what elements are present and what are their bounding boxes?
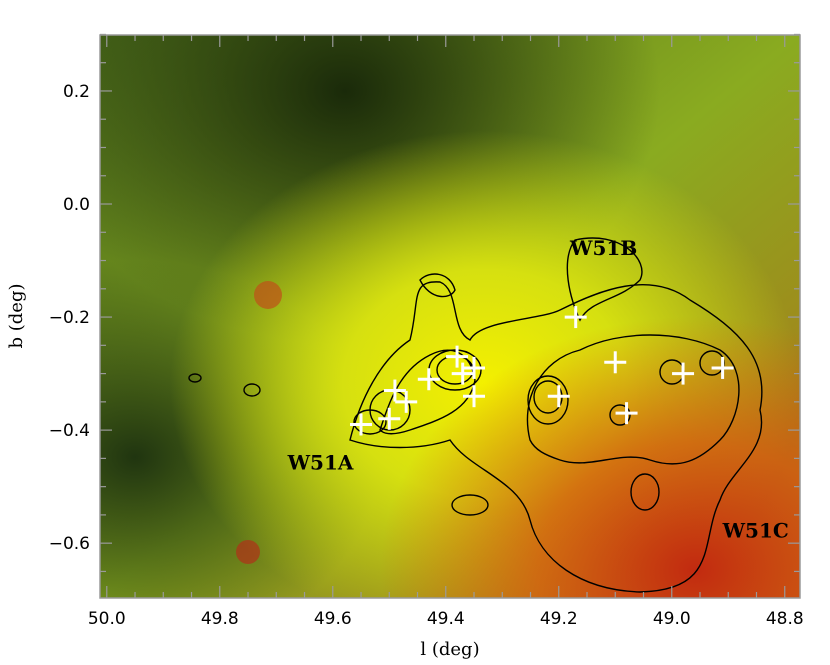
source-marker [604,351,627,374]
source-marker [378,407,401,430]
region-label-w51a: W51A [287,451,354,475]
tick-labels: 50.0 49.8 49.6 49.4 49.2 49.0 48.8 0.2 0.0 −0.2 −0… [49,82,804,629]
source-markers [350,306,734,436]
source-marker [672,362,695,385]
x-tick-label: 50.0 [88,609,126,629]
source-marker [615,402,638,425]
x-tick-label: 48.8 [766,609,804,629]
source-marker [446,345,469,368]
region-label-w51c: W51C [722,519,789,543]
source-marker [463,356,486,379]
x-tick-label: 49.0 [653,609,691,629]
y-tick-label: 0.0 [63,195,90,215]
x-axis-title: l (deg) [420,639,479,660]
axis-ticks [100,33,800,598]
contours [188,237,763,593]
source-marker [711,356,734,379]
source-marker [383,379,406,402]
source-marker [463,385,486,408]
y-tick-label: −0.4 [49,421,90,441]
y-axis-title: b (deg) [6,284,27,349]
source-marker [547,385,570,408]
y-tick-label: 0.2 [63,82,90,102]
y-tick-label: −0.2 [49,308,90,328]
x-tick-label: 49.4 [427,609,465,629]
source-marker [395,390,418,413]
source-marker [417,368,440,391]
source-marker [350,413,373,436]
source-marker [564,306,587,329]
region-label-w51b: W51B [569,236,637,260]
x-tick-label: 49.2 [540,609,578,629]
region-labels: W51A W51B W51C [287,236,789,543]
sky-image [100,35,800,598]
x-tick-label: 49.8 [201,609,239,629]
y-tick-label: −0.6 [49,534,90,554]
x-tick-label: 49.6 [314,609,352,629]
source-marker [451,362,474,385]
